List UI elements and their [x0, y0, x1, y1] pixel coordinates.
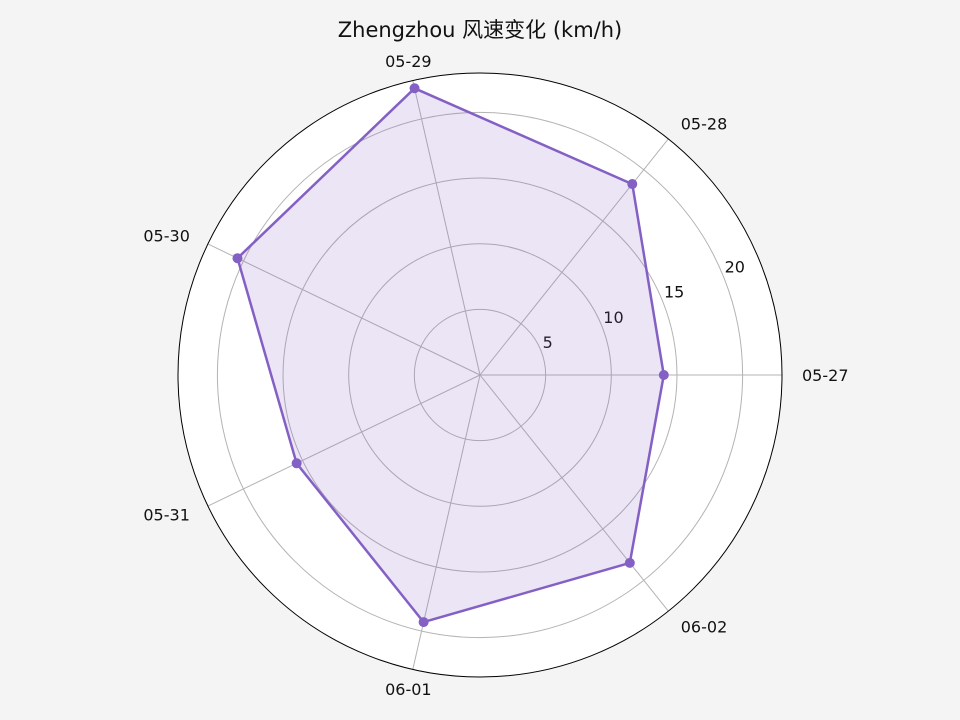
data-point — [291, 458, 302, 469]
r-tick-label: 10 — [603, 308, 623, 327]
spoke-line — [479, 374, 669, 612]
category-label: 05-31 — [143, 506, 190, 525]
category-label: 05-30 — [143, 226, 190, 245]
r-tick-label: 5 — [543, 333, 553, 352]
spoke-line — [207, 243, 481, 376]
data-point — [627, 179, 638, 190]
r-tick-label: 15 — [664, 283, 684, 302]
category-label: 05-29 — [385, 52, 432, 71]
data-point — [409, 83, 420, 94]
outer-ring — [177, 72, 783, 678]
data-point — [232, 253, 243, 264]
spoke-line — [207, 374, 481, 507]
series-area — [236, 87, 666, 624]
data-point — [658, 370, 669, 380]
category-label: 06-02 — [681, 618, 728, 637]
spoke-line — [479, 138, 669, 376]
r-tick-label: 20 — [725, 258, 745, 277]
data-point — [418, 617, 429, 628]
category-label: 05-27 — [802, 366, 849, 385]
spoke-line — [412, 80, 481, 376]
category-label: 06-01 — [385, 680, 432, 699]
category-label: 05-28 — [681, 114, 728, 133]
chart-title: Zhengzhou 风速变化 (km/h) — [337, 18, 623, 42]
data-point — [624, 557, 635, 568]
